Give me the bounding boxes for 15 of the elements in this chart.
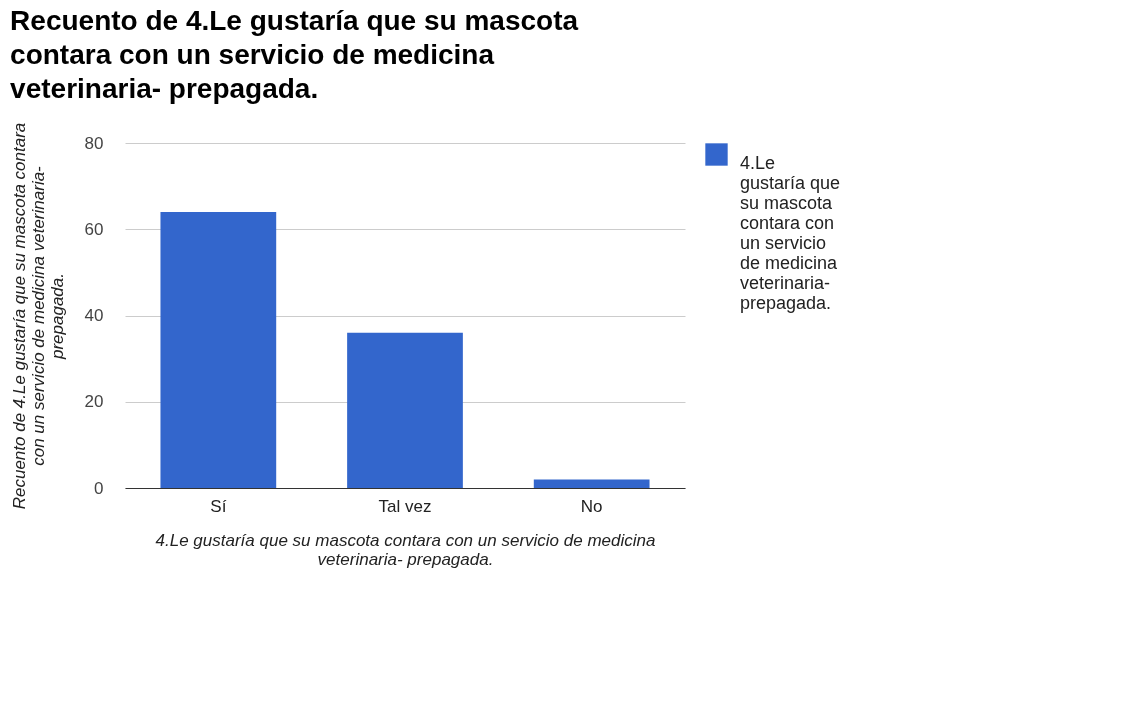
chart-title: Recuento de 4.Le gustaría que su mascota contara con un servicio de medicina veterinaria- prepagada. (10, 5, 579, 105)
bar (533, 479, 650, 488)
y-tick-label: 40 (84, 306, 104, 325)
x-tick-label: No (580, 496, 603, 516)
y-tick-label: 0 (94, 478, 104, 498)
x-tick-label: Sí (210, 496, 227, 516)
y-tick-label: 80 (84, 133, 104, 153)
legend-label: 4.Le gustaría que su mascota contara con un servicio de medicina veterinaria- prepagada. (740, 152, 841, 313)
y-tick-label: 20 (84, 392, 104, 412)
x-tick-label: Tal vez (378, 496, 432, 516)
bar (347, 332, 463, 488)
x-axis-title: 4.Le gustaría que su mascota contara con un servicio de medicina veterinaria- prepagada. (155, 530, 656, 569)
y-tick-label: 60 (84, 219, 104, 239)
y-axis-title: Recuento de 4.Le gustaría que su mascota contara con un servicio de medicina veterinaria- prepagada. (9, 122, 67, 510)
bar (160, 212, 277, 488)
